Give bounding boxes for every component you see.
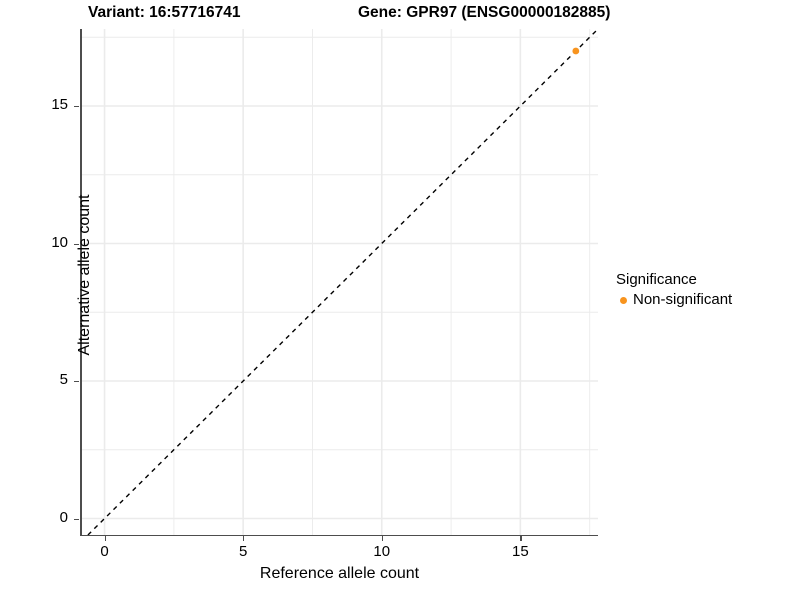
legend-item[interactable]: Non-significant: [616, 291, 796, 308]
y-tick: [74, 106, 79, 108]
y-tick-label: 0: [59, 508, 68, 526]
x-tick: [104, 536, 106, 541]
legend-title: Significance: [616, 271, 697, 288]
legend-point-icon: [616, 291, 633, 308]
plot-canvas: [81, 29, 598, 535]
x-tick: [381, 536, 384, 541]
y-tick-label: 5: [59, 371, 68, 388]
gene-title: Gene: GPR97 (ENSG00000182885): [358, 4, 611, 21]
plot-panel: [81, 29, 598, 535]
y-tick: [74, 243, 79, 245]
x-axis-title: Reference allele count: [259, 565, 420, 582]
x-tick-label: 5: [238, 543, 248, 560]
x-tick-label: 10: [373, 543, 391, 560]
y-tick-label: 10: [51, 233, 68, 251]
identity-reference-line: [87, 29, 598, 535]
x-tick-label: 15: [512, 543, 529, 560]
y-axis-line: [80, 29, 82, 535]
y-tick-label: 15: [51, 96, 68, 113]
major-gridlines: [81, 29, 598, 535]
minor-gridlines: [81, 29, 598, 535]
legend-entries: Non-significant: [616, 291, 796, 308]
variant-title: Variant: 16:57716741: [88, 4, 241, 21]
y-axis-title: Alternative allele count: [76, 194, 93, 356]
y-tick: [74, 518, 79, 520]
legend: Significance Non-significant: [616, 271, 796, 308]
x-axis-line: [80, 534, 598, 537]
x-tick-label: 0: [100, 543, 109, 560]
x-tick: [520, 536, 522, 541]
data-points: [572, 47, 580, 55]
x-tick: [243, 536, 245, 541]
y-tick: [74, 381, 79, 383]
plot-title-row: Variant: 16:57716741 Gene: GPR97 (ENSG00…: [0, 4, 800, 26]
legend-item-label: Non-significant: [633, 291, 733, 308]
